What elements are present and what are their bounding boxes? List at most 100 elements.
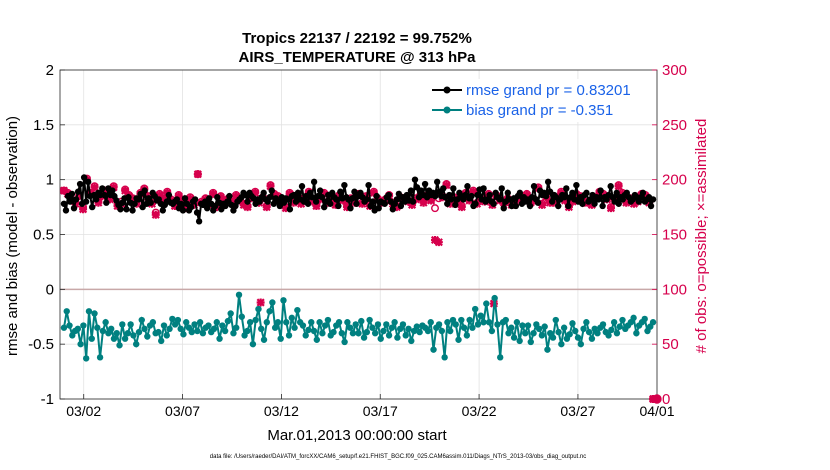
bias-point <box>138 316 145 324</box>
bias-point <box>160 322 168 329</box>
rmse-point <box>444 200 451 207</box>
rmse-point <box>103 199 110 206</box>
bias-point <box>549 334 557 341</box>
x-tick-label: 03/27 <box>560 403 595 419</box>
bias-point <box>513 319 521 326</box>
bias-point <box>544 346 551 353</box>
rmse-point <box>195 218 203 225</box>
bias-point <box>191 321 198 328</box>
obs-assimilated-point <box>75 192 84 201</box>
bias-point <box>460 324 468 331</box>
rmse-point <box>583 189 590 197</box>
bias-point <box>399 321 407 328</box>
bias-point <box>463 332 471 339</box>
obs-assimilated-point <box>645 198 654 207</box>
rmse-point <box>266 194 273 201</box>
bias-point <box>319 330 326 337</box>
bias-point <box>524 322 532 329</box>
y-tick-label-left: 0.5 <box>33 227 54 244</box>
bias-point <box>113 330 120 337</box>
bias-point <box>502 316 509 324</box>
rmse-point <box>60 200 68 207</box>
obs-assimilated-point <box>319 189 329 199</box>
bias-point <box>219 322 226 329</box>
rmse-point <box>88 203 96 211</box>
bias-point <box>188 328 195 336</box>
rmse-point <box>480 185 487 192</box>
bias-point <box>238 313 245 320</box>
rmse-point <box>66 198 74 205</box>
obs-assimilated-point <box>151 210 160 219</box>
bias-point <box>216 335 223 342</box>
rmse-point <box>393 196 401 203</box>
bias-point <box>74 325 82 333</box>
rmse-point <box>147 199 154 206</box>
bias-point <box>383 321 390 328</box>
bias-point <box>569 320 576 327</box>
bias-point <box>196 319 204 326</box>
obs-possible-point <box>652 394 662 404</box>
bias-point <box>269 299 276 306</box>
bias-point <box>380 327 387 335</box>
bias-point <box>102 319 109 326</box>
bias-point <box>121 335 129 342</box>
bias-point <box>594 330 601 337</box>
bias-point <box>566 331 573 338</box>
rmse-point <box>123 206 130 213</box>
bias-point <box>99 327 107 335</box>
obs-assimilated-point <box>606 204 616 213</box>
bias-point <box>585 328 593 336</box>
rmse-point <box>312 198 320 205</box>
bias-point <box>163 332 170 339</box>
rmse-point <box>490 200 497 207</box>
bias-point <box>558 340 565 348</box>
bias-point <box>124 330 132 337</box>
bias-point <box>641 315 648 323</box>
y-tick-label-left: -0.5 <box>28 336 54 353</box>
bias-point <box>180 331 187 338</box>
data-file-footer: data file: /Users/raeder/DAI/ATM_forcXX/… <box>210 454 586 460</box>
bias-point <box>522 330 529 337</box>
bias-point <box>258 325 265 333</box>
bias-point <box>255 305 262 313</box>
bias-point <box>66 322 73 329</box>
x-tick-label: 03/12 <box>264 403 299 419</box>
bias-point <box>263 319 271 326</box>
obs-assimilated-point <box>434 238 443 247</box>
x-tick-label: 04/01 <box>639 403 674 419</box>
obs-assimilated-point <box>251 188 260 197</box>
rmse-point <box>294 189 302 197</box>
bias-point <box>577 340 584 348</box>
rmse-point <box>349 195 356 202</box>
obs-assimilated-point <box>209 189 218 199</box>
obs-assimilated-point <box>430 235 440 245</box>
bias-point <box>402 332 409 339</box>
bias-point <box>246 319 254 326</box>
rmse-point <box>80 174 88 181</box>
obs-assimilated-point <box>560 196 570 205</box>
bias-point <box>488 327 496 335</box>
obs-assimilated-point <box>216 193 225 202</box>
obs-assimilated-point <box>155 190 164 200</box>
bias-point <box>552 316 559 324</box>
obs-assimilated-point <box>427 196 436 205</box>
bias-point <box>527 338 534 346</box>
bias-point <box>63 308 70 315</box>
bias-point <box>271 324 279 331</box>
rmse-point <box>109 187 116 194</box>
rmse-point <box>74 188 82 195</box>
y-tick-label-right: 50 <box>662 336 679 353</box>
rmse-point <box>548 198 556 205</box>
bias-point <box>385 332 393 339</box>
obs-assimilated-point <box>442 181 451 190</box>
rmse-point <box>135 196 142 203</box>
bias-point <box>144 333 151 340</box>
rmse-point <box>397 202 405 210</box>
bias-point <box>555 328 562 336</box>
rmse-point <box>365 181 372 189</box>
rmse-point <box>159 207 167 214</box>
bias-point <box>630 314 637 322</box>
bias-point <box>260 336 268 343</box>
rmse-point <box>389 206 396 213</box>
bias-point <box>233 324 240 331</box>
